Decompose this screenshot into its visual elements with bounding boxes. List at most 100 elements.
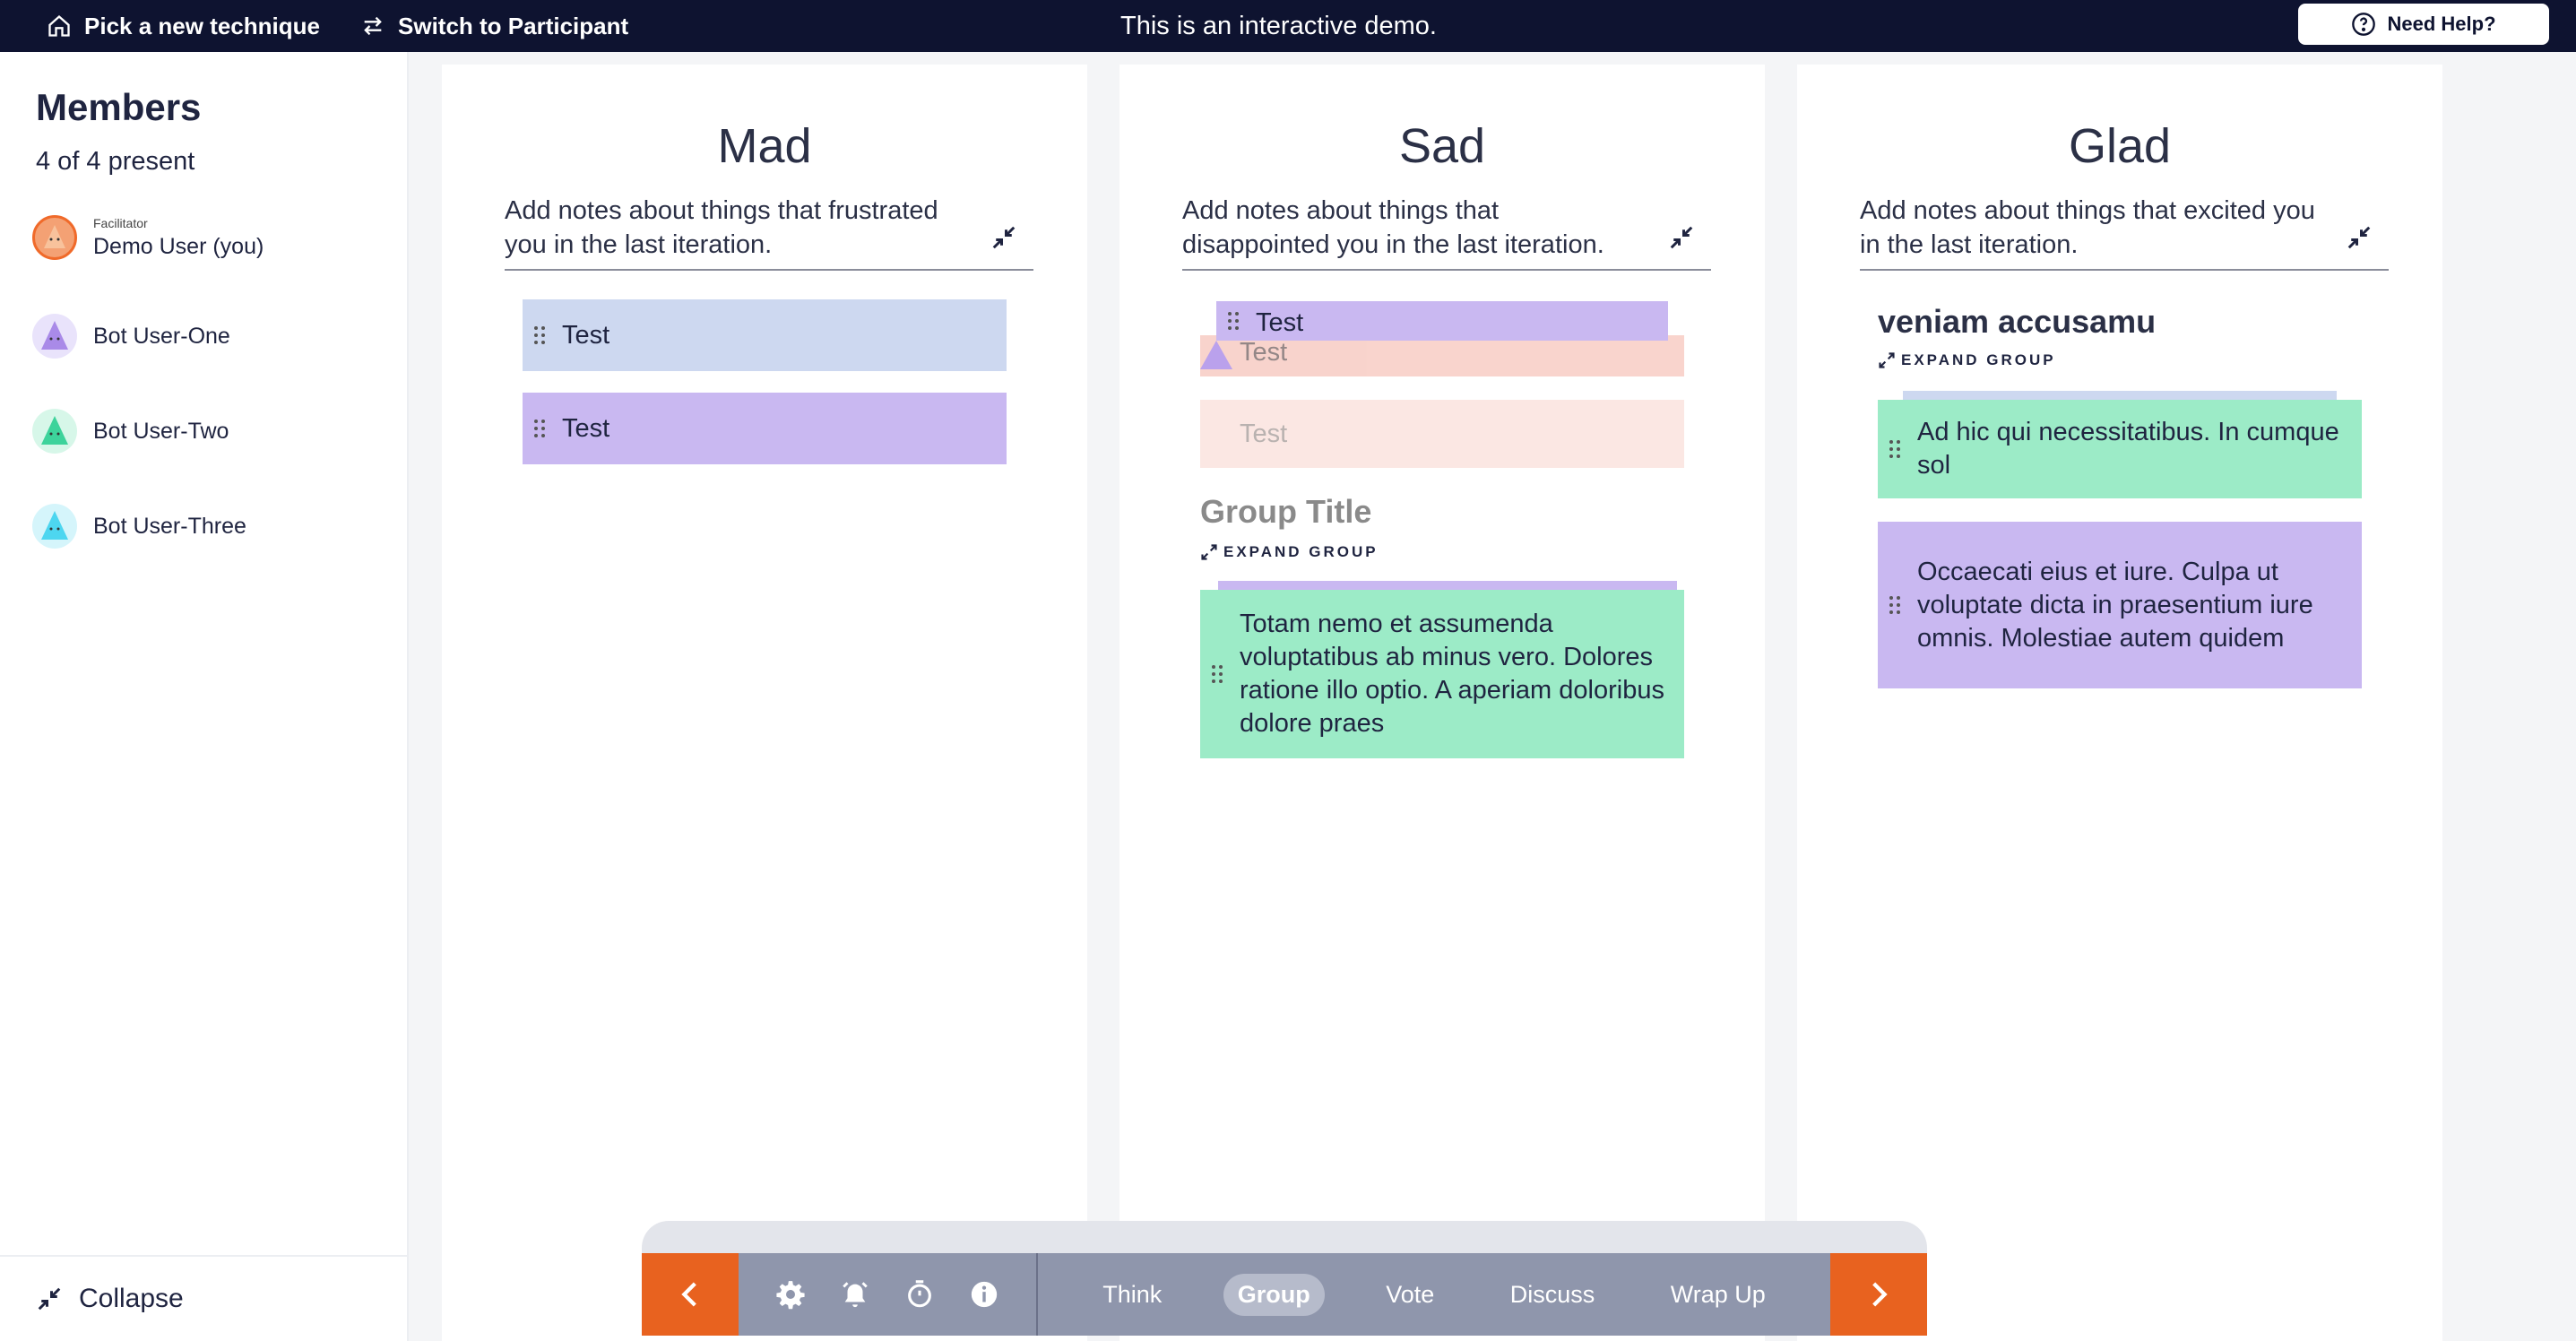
previous-step-button[interactable] bbox=[642, 1253, 739, 1336]
avatar bbox=[32, 409, 77, 454]
note-text: Ad hic qui necessitatibus. In cumque sol bbox=[1917, 418, 2339, 480]
members-sidebar: Members 4 of 4 present Facilitator Demo … bbox=[0, 52, 409, 1341]
column-glad: Glad Add notes about things that excited… bbox=[1797, 65, 2442, 1341]
column-title: Mad bbox=[717, 119, 812, 173]
member-item: Bot User-Two bbox=[32, 409, 229, 454]
step-vote[interactable]: Vote bbox=[1386, 1280, 1435, 1308]
column-sad: Sad Add notes about things that disappoi… bbox=[1119, 65, 1765, 1341]
stacked-card-edge bbox=[1903, 391, 2337, 402]
question-icon bbox=[2352, 13, 2376, 36]
column-description: Add notes about things that frustrated y… bbox=[505, 196, 938, 259]
need-help-label: Need Help? bbox=[2387, 13, 2496, 35]
note-text: Test bbox=[562, 320, 610, 350]
timer-icon bbox=[908, 1280, 931, 1308]
home-icon bbox=[48, 14, 70, 37]
collapse-label: Collapse bbox=[79, 1284, 184, 1313]
pick-technique-link[interactable]: Pick a new technique bbox=[47, 0, 320, 52]
column-title: Glad bbox=[2068, 119, 2172, 173]
divider bbox=[505, 269, 1033, 271]
chevron-right-icon bbox=[1872, 1282, 1888, 1307]
column-description: Add notes about things that disappointed… bbox=[1182, 196, 1604, 259]
avatar bbox=[32, 504, 77, 549]
collapse-button[interactable]: Collapse bbox=[0, 1255, 407, 1341]
drag-handle-icon[interactable] bbox=[533, 418, 546, 439]
facilitator-toolbar: Think Group Vote Discuss Wrap Up bbox=[642, 1253, 1927, 1336]
note-text: Totam nemo et assumenda voluptatibus ab … bbox=[1240, 610, 1664, 738]
note-card[interactable]: Test bbox=[523, 299, 1007, 371]
alarm-button[interactable] bbox=[823, 1253, 887, 1336]
member-item: Facilitator Demo User (you) bbox=[32, 215, 264, 260]
next-step-button[interactable] bbox=[1830, 1253, 1927, 1336]
drag-handle-icon[interactable] bbox=[1889, 594, 1901, 616]
drag-handle-icon[interactable] bbox=[1889, 438, 1901, 460]
expand-group-label: EXPAND GROUP bbox=[1223, 543, 1379, 560]
swap-icon bbox=[364, 16, 382, 36]
top-bar: Pick a new technique Switch to Participa… bbox=[0, 0, 2576, 52]
group-title[interactable]: Group Title bbox=[1200, 493, 1372, 530]
members-title: Members bbox=[36, 86, 202, 128]
avatar bbox=[32, 215, 77, 260]
note-card[interactable]: Occaecati eius et iure. Culpa ut volupta… bbox=[1878, 522, 2362, 688]
need-help-button[interactable]: Need Help? bbox=[2298, 4, 2549, 45]
note-text: Occaecati eius et iure. Culpa ut volupta… bbox=[1917, 557, 2313, 653]
note-text: Test bbox=[1240, 337, 1288, 367]
divider bbox=[1860, 269, 2389, 271]
step-think[interactable]: Think bbox=[1102, 1280, 1163, 1308]
note-card-dragging[interactable]: Test bbox=[1216, 301, 1668, 341]
chevron-left-icon bbox=[681, 1282, 696, 1307]
note-card-ghost[interactable]: Test bbox=[1200, 335, 1684, 376]
step-tabs: Think Group Vote Discuss Wrap Up bbox=[1038, 1273, 1830, 1316]
member-role: Facilitator bbox=[93, 215, 148, 230]
members-count: 4 of 4 present bbox=[36, 147, 195, 176]
drag-handle-icon[interactable] bbox=[1227, 310, 1240, 332]
demo-notice: This is an interactive demo. bbox=[1120, 11, 1437, 40]
note-text: Test bbox=[562, 413, 610, 443]
note-text: Test bbox=[1240, 419, 1288, 448]
avatar bbox=[32, 314, 77, 359]
switch-participant-link[interactable]: Switch to Participant bbox=[360, 0, 628, 52]
expand-icon bbox=[1201, 544, 1217, 560]
info-button[interactable] bbox=[952, 1253, 1016, 1336]
avatar-icon bbox=[1200, 341, 1232, 369]
expand-group-label: EXPAND GROUP bbox=[1901, 351, 2056, 368]
note-text: Test bbox=[1256, 307, 1304, 337]
expand-group-button[interactable]: EXPAND GROUP bbox=[1200, 543, 1379, 561]
member-item: Bot User-One bbox=[32, 314, 230, 359]
member-name: Bot User-Three bbox=[93, 513, 246, 539]
column-title: Sad bbox=[1398, 119, 1486, 173]
alarm-icon bbox=[843, 1282, 868, 1308]
switch-participant-label: Switch to Participant bbox=[398, 12, 629, 39]
divider bbox=[1182, 269, 1711, 271]
column-description: Add notes about things that excited you … bbox=[1860, 196, 2315, 259]
expand-icon bbox=[1879, 352, 1895, 368]
step-group[interactable]: Group bbox=[1223, 1273, 1325, 1316]
settings-button[interactable] bbox=[758, 1253, 823, 1336]
collapse-icon bbox=[992, 226, 1016, 249]
toolbar-icons bbox=[739, 1253, 1038, 1336]
drag-handle-icon[interactable] bbox=[533, 324, 546, 346]
collapse-icon bbox=[1670, 226, 1693, 249]
step-wrap-up[interactable]: Wrap Up bbox=[1670, 1280, 1766, 1308]
gear-icon bbox=[776, 1281, 805, 1310]
group-title[interactable]: veniam accusamu bbox=[1878, 303, 2157, 340]
note-card-ghost[interactable]: Test bbox=[1200, 400, 1684, 468]
note-card[interactable]: Test bbox=[523, 393, 1007, 464]
expand-group-button[interactable]: EXPAND GROUP bbox=[1878, 351, 2056, 369]
step-discuss[interactable]: Discuss bbox=[1509, 1280, 1595, 1308]
column-collapse-button[interactable] bbox=[1668, 224, 1695, 255]
member-name: Bot User-Two bbox=[93, 418, 229, 444]
collapse-icon bbox=[38, 1287, 61, 1311]
timer-button[interactable] bbox=[887, 1253, 952, 1336]
note-card[interactable]: Totam nemo et assumenda voluptatibus ab … bbox=[1200, 590, 1684, 758]
column-collapse-button[interactable] bbox=[2346, 224, 2373, 255]
drag-handle-icon[interactable] bbox=[1211, 663, 1223, 685]
member-item: Bot User-Three bbox=[32, 504, 246, 549]
column-mad: Mad Add notes about things that frustrat… bbox=[442, 65, 1087, 1341]
collapse-icon bbox=[2347, 226, 2371, 249]
member-name: Bot User-One bbox=[93, 323, 230, 349]
member-name: Demo User (you) bbox=[93, 233, 264, 259]
column-collapse-button[interactable] bbox=[990, 224, 1017, 255]
info-icon bbox=[971, 1281, 998, 1308]
pick-technique-label: Pick a new technique bbox=[84, 12, 320, 39]
note-card[interactable]: Ad hic qui necessitatibus. In cumque sol bbox=[1878, 400, 2362, 498]
